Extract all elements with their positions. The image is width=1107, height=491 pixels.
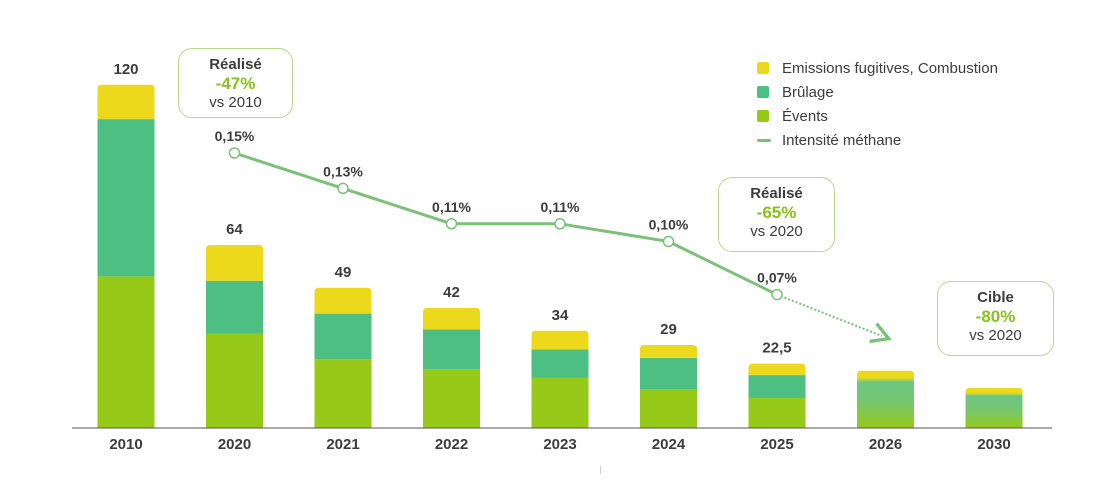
- bar-total-label: 64: [226, 221, 243, 238]
- x-tick-label: 2022: [435, 436, 468, 453]
- x-tick-label: 2024: [652, 436, 686, 453]
- legend-swatch: [757, 62, 769, 74]
- x-tick-label: 2030: [977, 436, 1010, 453]
- callout-realise-2010: Réalisé -47% vs 2010: [178, 48, 293, 118]
- bar-segment-2022-2: [423, 307, 480, 330]
- x-tick-label: 2023: [543, 436, 576, 453]
- bar-segment-2021-1: [314, 313, 372, 360]
- x-tick-label: 2026: [869, 436, 902, 453]
- methane-point-label: 0,11%: [432, 199, 471, 215]
- bar-segment-2010-0: [97, 276, 155, 428]
- bar-segment-2021-0: [314, 359, 372, 428]
- bar-segment-2023-2: [531, 330, 589, 350]
- callout-pct: -80%: [975, 307, 1016, 326]
- callout-head: Cible: [977, 289, 1014, 306]
- bar-segment-2010-2: [97, 84, 155, 120]
- labels-layer: 120 2010 64 2020 49 2021 42 2022 34 2023 29 2024 22,…: [109, 61, 1010, 453]
- bar-total-label: 120: [113, 61, 138, 78]
- bar-segment-2021-2: [314, 287, 372, 314]
- bar-total-label: 34: [552, 307, 569, 324]
- bar-total-label: 22,5: [762, 340, 791, 357]
- callout-head: Réalisé: [209, 56, 262, 73]
- legend-item-brulage: Brûlage: [757, 80, 998, 104]
- methane-intensity-line: [234, 151, 778, 296]
- methane-point-label: 0,11%: [541, 199, 580, 215]
- methane-point-label: 0,15%: [215, 128, 255, 144]
- bar-total-label: 42: [443, 284, 460, 301]
- bar-segment-2020-2: [206, 244, 263, 281]
- bar-segment-2022-0: [423, 369, 480, 428]
- methane-intensity-layer: [228, 147, 892, 344]
- legend: Emissions fugitives, Combustion Brûlage …: [757, 56, 998, 152]
- bar-segment-2023-0: [531, 377, 589, 428]
- callout-sub: vs 2020: [750, 223, 803, 240]
- legend-item-intensite: Intensité méthane: [757, 128, 998, 152]
- callout-head: Réalisé: [750, 185, 803, 202]
- methane-point: [771, 288, 783, 301]
- legend-label: Emissions fugitives, Combustion: [782, 59, 998, 77]
- bar-total-label: 29: [660, 321, 677, 338]
- bar-segment-2025-1: [748, 375, 806, 398]
- page-tick: [600, 466, 601, 474]
- x-tick-label: 2021: [326, 436, 359, 453]
- legend-item-fugitives: Emissions fugitives, Combustion: [757, 56, 998, 80]
- callout-pct: -65%: [756, 203, 797, 222]
- target-bar-2030: [965, 387, 1023, 428]
- legend-label: Intensité méthane: [782, 131, 902, 149]
- callout-pct: -47%: [215, 74, 256, 93]
- methane-point: [662, 235, 675, 248]
- callout-sub: vs 2020: [969, 327, 1022, 344]
- methane-point: [554, 218, 566, 230]
- callout-cible-2030: Cible -80% vs 2020: [937, 281, 1054, 356]
- legend-swatch: [757, 86, 769, 98]
- legend-label: Brûlage: [782, 83, 834, 101]
- x-tick-label: 2025: [760, 436, 793, 453]
- bar-segment-2024-2: [640, 345, 697, 358]
- legend-item-events: Évents: [757, 104, 998, 128]
- bar-segment-2023-1: [531, 349, 589, 378]
- bar-segment-2020-1: [206, 280, 263, 334]
- callout-realise-2020: Réalisé -65% vs 2020: [718, 177, 835, 252]
- x-tick-label: 2020: [218, 436, 251, 453]
- bar-segment-2025-0: [748, 397, 806, 428]
- methane-point-label: 0,13%: [323, 163, 363, 179]
- legend-swatch: [757, 110, 769, 122]
- bar-segment-2025-2: [748, 363, 806, 376]
- target-bar-2026: [857, 370, 914, 428]
- x-tick-label: 2010: [109, 436, 142, 453]
- methane-trend-arrow: [776, 293, 892, 344]
- bar-segment-2024-0: [640, 389, 697, 428]
- bar-segment-2010-1: [97, 119, 155, 277]
- bar-segment-2020-0: [206, 333, 263, 428]
- bars-layer: [97, 84, 1023, 428]
- bar-segment-2024-1: [640, 357, 697, 390]
- methane-point: [337, 182, 349, 195]
- legend-label: Évents: [782, 107, 828, 125]
- bar-segment-2022-1: [423, 329, 480, 370]
- methane-point-label: 0,10%: [649, 217, 689, 233]
- methane-point-label: 0,07%: [757, 270, 797, 286]
- callout-sub: vs 2010: [209, 94, 262, 111]
- methane-point: [445, 218, 458, 230]
- methane-point: [228, 147, 241, 159]
- legend-line-icon: [757, 138, 771, 142]
- bar-total-label: 49: [335, 264, 352, 281]
